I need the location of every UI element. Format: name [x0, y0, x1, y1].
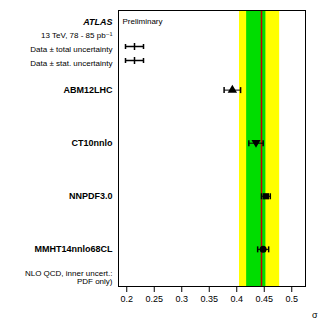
svg-text:0.45: 0.45: [255, 294, 273, 304]
svg-text:Data ± stat. uncertainty: Data ± stat. uncertainty: [30, 59, 112, 68]
svg-text:0.35: 0.35: [200, 294, 218, 304]
svg-text:ATLAS: ATLAS: [82, 17, 112, 27]
svg-text:σ: σ: [312, 310, 318, 320]
svg-text:MMHT14nnlo68CL: MMHT14nnlo68CL: [34, 244, 113, 254]
svg-text:Preliminary: Preliminary: [123, 17, 163, 26]
svg-text:0.5: 0.5: [285, 294, 298, 304]
svg-text:0.4: 0.4: [230, 294, 243, 304]
svg-text:Data ± total uncertainty: Data ± total uncertainty: [30, 45, 112, 54]
svg-text:0.25: 0.25: [145, 294, 163, 304]
svg-text:NLO QCD, inner uncert.:PDF onl: NLO QCD, inner uncert.:PDF only): [25, 269, 113, 286]
svg-text:ABM12LHC: ABM12LHC: [63, 85, 113, 95]
svg-text:0.3: 0.3: [175, 294, 188, 304]
svg-text:NNPDF3.0: NNPDF3.0: [69, 191, 113, 201]
svg-text:CT10nnlo: CT10nnlo: [71, 138, 113, 148]
svg-text:0.2: 0.2: [120, 294, 133, 304]
svg-text:13 TeV, 78 - 85 pb⁻¹: 13 TeV, 78 - 85 pb⁻¹: [41, 31, 113, 40]
